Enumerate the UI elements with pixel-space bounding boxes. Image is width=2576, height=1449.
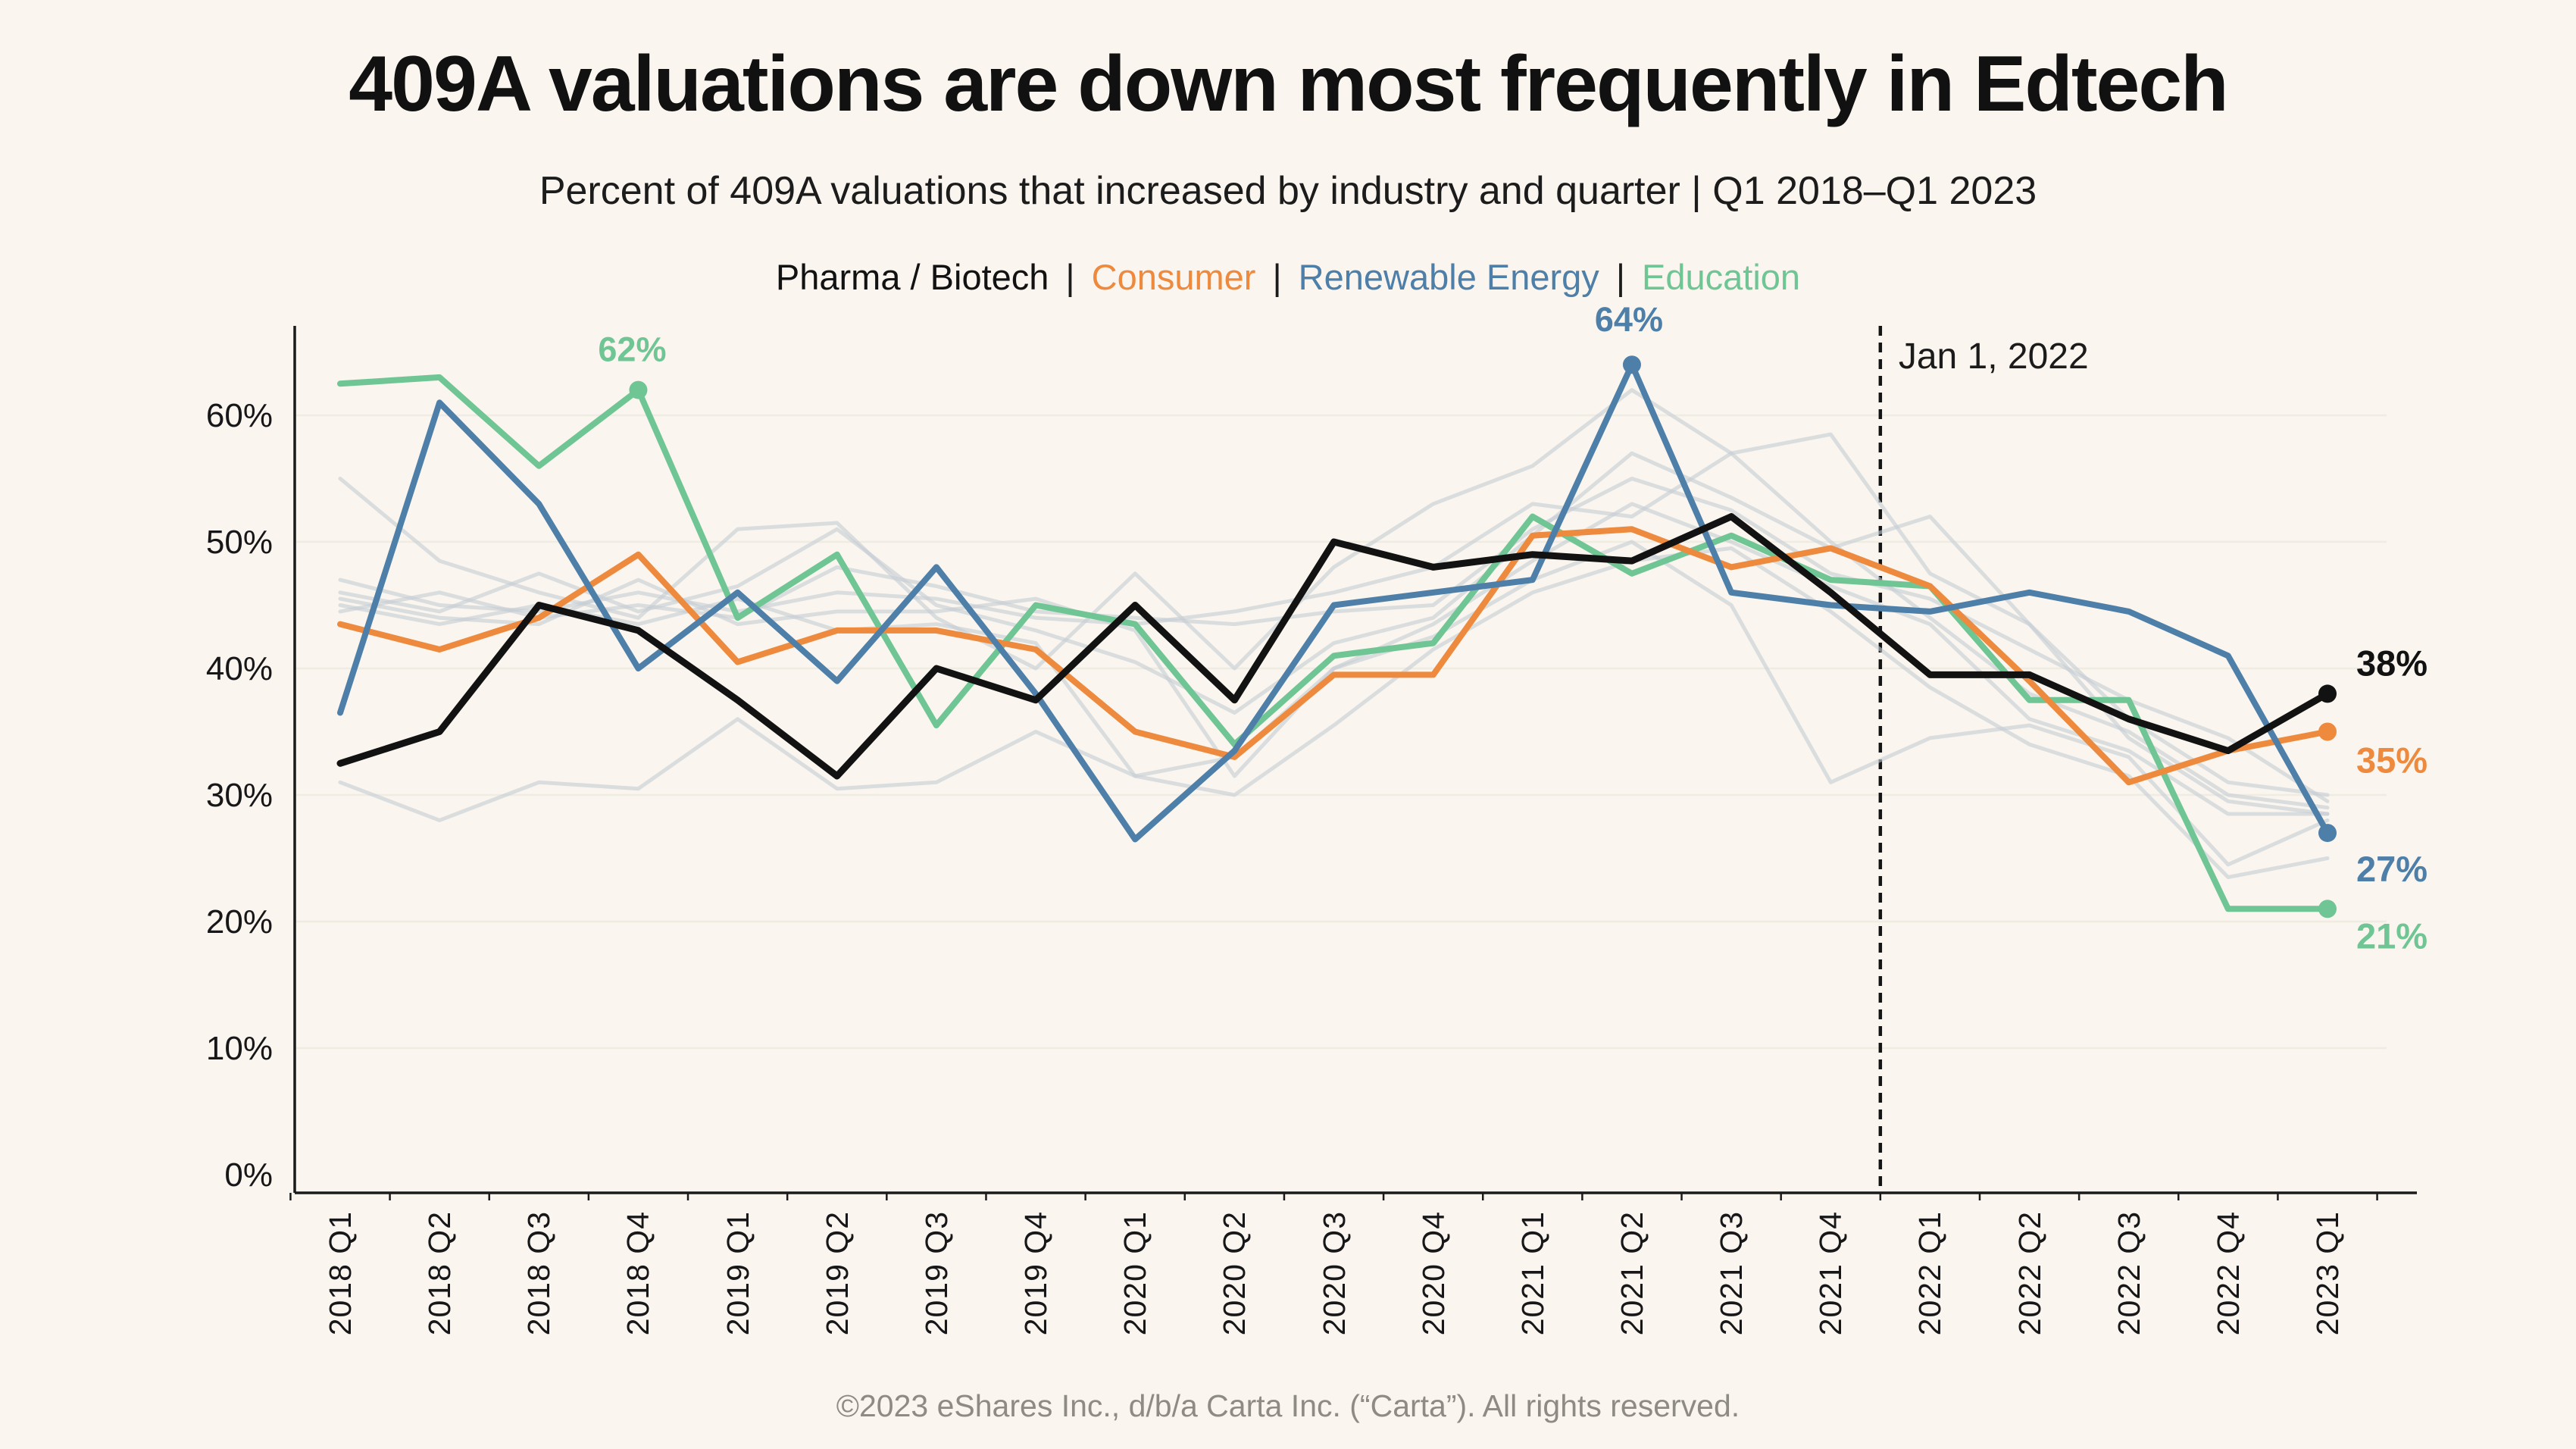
x-axis-tick-label: 2020 Q1 [1118, 1211, 1153, 1336]
x-axis-tick-label: 2018 Q3 [521, 1211, 557, 1336]
legend-separator: | [1615, 257, 1626, 297]
end-value-label-education: 21% [2356, 915, 2428, 956]
x-axis-tick-label: 2019 Q2 [819, 1211, 855, 1336]
x-axis-tick-label: 2021 Q4 [1813, 1211, 1849, 1336]
x-axis-tick-label: 2020 Q4 [1415, 1211, 1451, 1336]
page-subtitle: Percent of 409A valuations that increase… [539, 169, 2037, 213]
x-axis-tick-label: 2018 Q4 [621, 1211, 656, 1336]
series-line-other-industry-5 [338, 546, 2330, 879]
x-axis-tick-label: 2020 Q2 [1217, 1211, 1252, 1336]
x-axis-tick-label: 2022 Q4 [2210, 1211, 2246, 1336]
footer-copyright: ©2023 eShares Inc., d/b/a Carta Inc. (“C… [836, 1388, 1740, 1423]
x-axis-tick-label: 2018 Q1 [323, 1211, 358, 1336]
end-value-label-consumer: 35% [2356, 740, 2428, 781]
point-value-label-education: 62% [598, 330, 666, 369]
data-point-dot-renewable-energy [2318, 824, 2337, 843]
x-axis-tick-label: 2021 Q3 [1714, 1211, 1749, 1336]
legend-item-consumer: Consumer [1091, 257, 1256, 297]
y-axis-tick-label: 20% [206, 903, 273, 940]
legend-item-renewable-energy: Renewable Energy [1298, 257, 1599, 297]
x-axis-tick-label: 2019 Q1 [720, 1211, 755, 1336]
legend-separator: | [1065, 257, 1075, 297]
end-value-label-pharma-biotech: 38% [2356, 643, 2428, 683]
series-line-pharma-biotech [336, 513, 2331, 780]
end-value-label-renewable-energy: 27% [2356, 849, 2428, 889]
data-point-dot-consumer [2318, 722, 2337, 741]
legend-item-education: Education [1642, 257, 1801, 297]
data-point-dot-renewable-energy [1622, 355, 1641, 374]
y-axis-tick-label: 60% [206, 397, 273, 434]
data-point-dot-education [2318, 900, 2337, 919]
y-axis-tick-label: 10% [206, 1030, 273, 1067]
x-axis-tick-label: 2019 Q3 [918, 1211, 954, 1336]
x-axis-tick-label: 2022 Q1 [1912, 1211, 1948, 1336]
x-axis-tick-label: 2022 Q3 [2111, 1211, 2146, 1336]
series-line-renewable-energy [337, 361, 2331, 843]
series-line-other-industry-2 [338, 432, 2330, 797]
series-line-other-industry-3 [338, 451, 2330, 816]
series-line-other-industry-6 [338, 477, 2330, 803]
series-line-other-industry-7 [338, 540, 2330, 867]
legend-item-pharma-biotech: Pharma / Biotech [775, 257, 1049, 297]
point-value-label-renewable-energy: 64% [1595, 300, 1663, 339]
jan-2022-annotation-label: Jan 1, 2022 [1899, 336, 2089, 377]
x-axis-tick-label: 2021 Q1 [1515, 1211, 1550, 1336]
x-axis-tick-label: 2023 Q1 [2310, 1211, 2345, 1336]
data-point-dot-pharma-biotech [2318, 684, 2337, 703]
y-axis-tick-label: 30% [206, 777, 273, 814]
x-axis-tick-label: 2022 Q2 [2012, 1211, 2047, 1336]
x-axis-tick-label: 2018 Q2 [422, 1211, 458, 1336]
data-point-dot-education [629, 380, 648, 399]
y-axis-tick-label: 40% [206, 650, 273, 687]
x-axis-tick-label: 2019 Q4 [1018, 1211, 1054, 1336]
y-axis-tick-label: 50% [206, 524, 273, 561]
chart-legend: Pharma / Biotech | Consumer | Renewable Ener… [0, 256, 2576, 298]
x-axis-tick-label: 2021 Q2 [1614, 1211, 1649, 1336]
legend-separator: | [1272, 257, 1282, 297]
series-line-education [337, 374, 2331, 912]
series-line-consumer [337, 526, 2331, 786]
y-axis-tick-label: 0% [224, 1156, 273, 1194]
x-axis-tick-label: 2020 Q3 [1316, 1211, 1352, 1336]
page-title: 409A valuations are down most frequently… [349, 40, 2228, 128]
